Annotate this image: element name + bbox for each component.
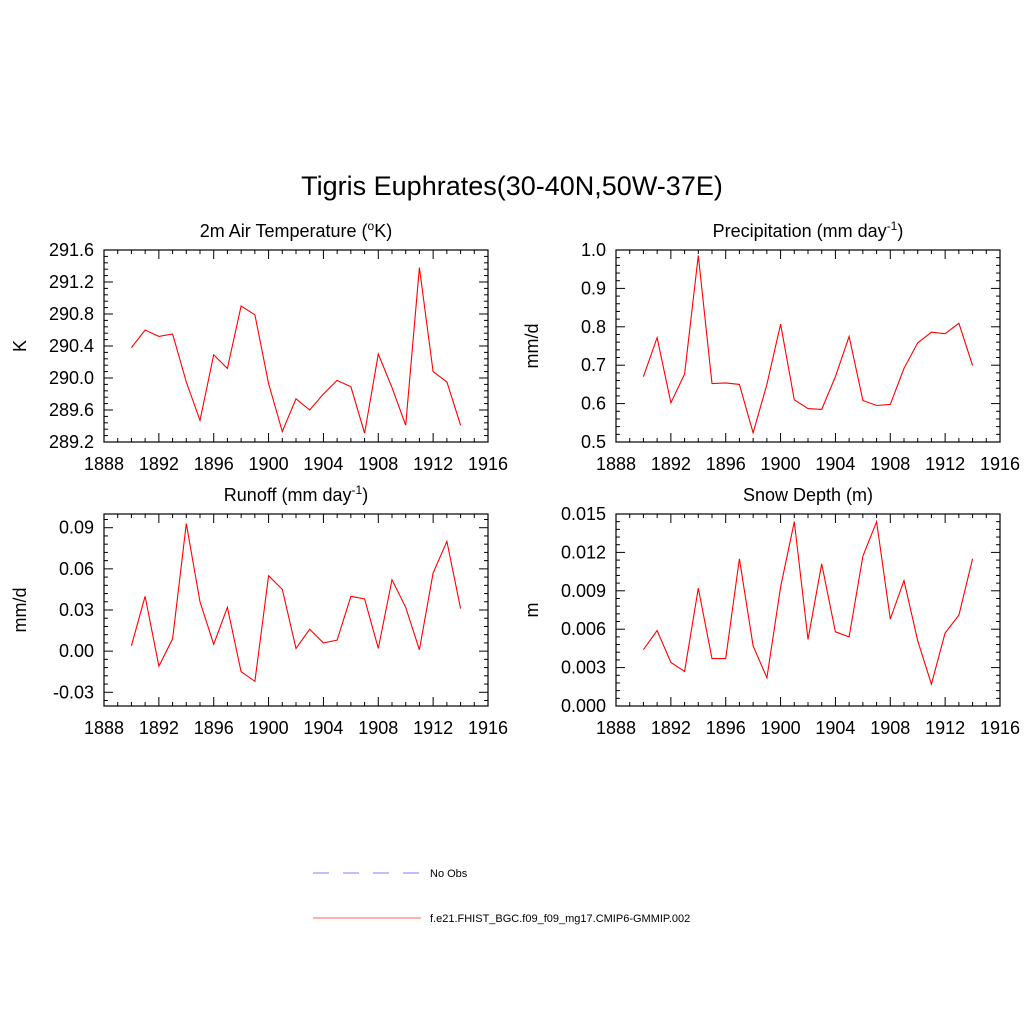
ylabel-snow-depth: m <box>522 603 542 618</box>
xtick-label: 1908 <box>358 718 398 738</box>
ytick-label: 291.6 <box>49 240 94 260</box>
xtick-label: 1892 <box>139 454 179 474</box>
xtick-label: 1904 <box>815 454 855 474</box>
ytick-label: 290.0 <box>49 368 94 388</box>
series-line-runoff <box>130 523 462 683</box>
xtick-label: 1916 <box>980 454 1020 474</box>
panel-title-precipitation: Precipitation (mm day-1) <box>713 219 904 241</box>
panel-precipitation: Precipitation (mm day-1) mm/d 1888 1892 1896… <box>522 219 1020 474</box>
ylabel-air-temperature: K <box>10 340 30 352</box>
panel-title-air-temperature: 2m Air Temperature (oK) <box>200 219 392 241</box>
ytick-label: 0.012 <box>561 542 606 562</box>
xtick-label: 1904 <box>303 454 343 474</box>
xtick-label: 1892 <box>651 454 691 474</box>
ytick-label: 0.006 <box>561 619 606 639</box>
plot-frame-runoff <box>103 513 489 707</box>
figure-title: Tigris Euphrates(30-40N,50W-37E) <box>301 171 723 201</box>
xtick-label: 1888 <box>596 718 636 738</box>
xtick-label: 1896 <box>706 718 746 738</box>
xtick-label: 1896 <box>194 454 234 474</box>
legend-label-no-obs: No Obs <box>430 868 468 880</box>
xtick-label: 1892 <box>651 718 691 738</box>
ytick-label: 0.6 <box>581 394 606 414</box>
ytick-label: 290.4 <box>49 336 94 356</box>
xtick-label: 1916 <box>468 454 508 474</box>
ylabel-runoff: mm/d <box>10 588 30 633</box>
xtick-label: 1908 <box>870 454 910 474</box>
plot-frame-precipitation <box>615 249 1001 443</box>
ytick-label: 0.8 <box>581 317 606 337</box>
ytick-label: 0.5 <box>581 432 606 452</box>
xtick-label: 1916 <box>980 718 1020 738</box>
series-line-air-temperature <box>130 267 462 434</box>
ytick-label: 0.03 <box>59 600 94 620</box>
ytick-label: 0.000 <box>561 696 606 716</box>
ytick-label: -0.03 <box>53 682 94 702</box>
xtick-label: 1904 <box>815 718 855 738</box>
xtick-label: 1888 <box>596 454 636 474</box>
xtick-label: 1888 <box>84 718 124 738</box>
xtick-label: 1896 <box>194 718 234 738</box>
xtick-label: 1912 <box>413 718 453 738</box>
ytick-label: 0.9 <box>581 278 606 298</box>
ytick-label: 0.009 <box>561 581 606 601</box>
ytick-label: 289.2 <box>49 432 94 452</box>
ytick-label: 0.015 <box>561 504 606 524</box>
ytick-label: 0.09 <box>59 518 94 538</box>
xtick-label: 1888 <box>84 454 124 474</box>
ylabel-precipitation: mm/d <box>522 324 542 369</box>
ytick-label: 1.0 <box>581 240 606 260</box>
panel-runoff: Runoff (mm day-1) mm/d 1888 1892 1896 1900 190… <box>10 483 508 738</box>
xtick-label: 1896 <box>706 454 746 474</box>
panel-air-temperature: 2m Air Temperature (oK) K 1888 1892 1896 1900… <box>10 219 508 474</box>
series-line-precipitation <box>642 255 974 435</box>
legend-label-model: f.e21.FHIST_BGC.f09_f09_mg17.CMIP6-GMMIP… <box>430 913 690 925</box>
panel-snow-depth: Snow Depth (m) m 1888 1892 1896 1900 1904 1908 1… <box>522 485 1020 738</box>
series-line-snow-depth <box>642 519 974 687</box>
plot-frame-snow-depth <box>615 513 1001 707</box>
xtick-label: 1908 <box>358 454 398 474</box>
legend: No Obs f.e21.FHIST_BGC.f09_f09_mg17.CMIP… <box>313 868 690 925</box>
xtick-label: 1900 <box>761 454 801 474</box>
xtick-label: 1912 <box>413 454 453 474</box>
xtick-label: 1892 <box>139 718 179 738</box>
ytick-label: 291.2 <box>49 272 94 292</box>
xtick-label: 1912 <box>925 454 965 474</box>
plot-frame-air-temperature <box>103 249 489 443</box>
xtick-label: 1912 <box>925 718 965 738</box>
xtick-label: 1904 <box>303 718 343 738</box>
panel-title-runoff: Runoff (mm day-1) <box>224 483 368 505</box>
ytick-label: 0.003 <box>561 658 606 678</box>
xtick-label: 1916 <box>468 718 508 738</box>
xtick-label: 1908 <box>870 718 910 738</box>
xtick-label: 1900 <box>249 454 289 474</box>
xtick-label: 1900 <box>761 718 801 738</box>
xtick-label: 1900 <box>249 718 289 738</box>
ytick-label: 0.06 <box>59 559 94 579</box>
panel-title-snow-depth: Snow Depth (m) <box>743 485 873 505</box>
ytick-label: 289.6 <box>49 400 94 420</box>
ytick-label: 0.00 <box>59 641 94 661</box>
ytick-label: 0.7 <box>581 355 606 375</box>
ytick-label: 290.8 <box>49 304 94 324</box>
